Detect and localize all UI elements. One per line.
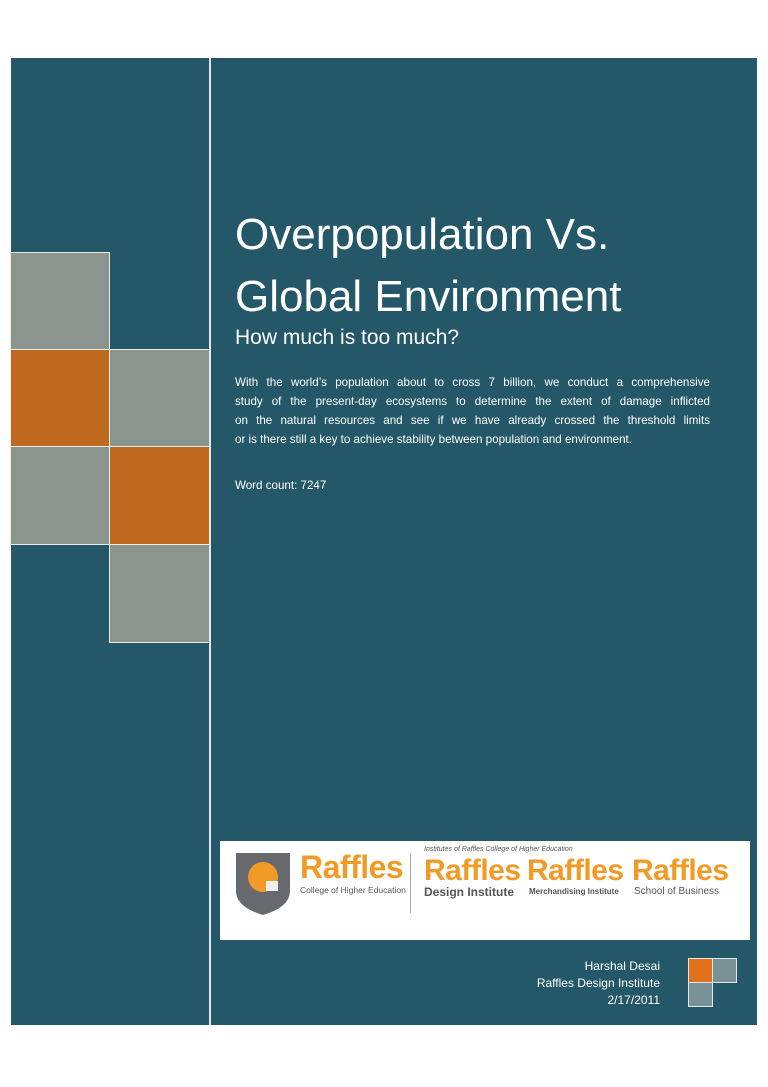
- logo-institute-sub: Merchandising Institute: [529, 887, 619, 896]
- word-count: Word count: 7247: [235, 479, 327, 492]
- raffles-logo-banner: Raffles College of Higher Education Inst…: [220, 841, 750, 940]
- document-title: Overpopulation Vs. Global Environment: [235, 204, 621, 328]
- logo-caption: Institutes of Raffles College of Higher …: [424, 846, 573, 853]
- title-line: Global Environment: [235, 272, 622, 321]
- logo-college-sub: College of Higher Education: [300, 885, 406, 895]
- decor-square: [109, 544, 210, 643]
- author-institution: Raffles Design Institute: [536, 976, 660, 990]
- decor-square: [10, 252, 110, 350]
- abstract-line: With the world’s population about to cro…: [235, 376, 710, 389]
- decor-square-small: [712, 958, 737, 983]
- logo-institute-name: Raffles: [424, 854, 521, 887]
- logo-institute-name: Raffles: [632, 854, 729, 887]
- abstract: With the world’s population about to cro…: [235, 373, 710, 449]
- decor-square: [10, 349, 110, 447]
- abstract-line: on the natural resources and see if we h…: [235, 414, 710, 427]
- decor-square: [109, 349, 210, 447]
- document-subtitle: How much is too much?: [235, 326, 460, 349]
- logo-institute-name: Raffles: [527, 854, 624, 887]
- title-line: Overpopulation Vs.: [235, 210, 610, 259]
- logo-institute-sub: Design Institute: [424, 885, 515, 899]
- decor-square: [10, 446, 110, 545]
- document-date: 2/17/2011: [607, 993, 661, 1007]
- author-name: Harshal Desai: [584, 959, 660, 973]
- decor-square-small: [688, 982, 713, 1007]
- shield-lion-icon: [236, 853, 290, 915]
- decor-square-small: [688, 958, 713, 983]
- divider-line: [209, 58, 211, 1025]
- logo-institute-sub: School of Business: [634, 886, 720, 897]
- logo-college-name: Raffles: [300, 849, 404, 885]
- logo-divider: [410, 853, 411, 913]
- abstract-line: or is there still a key to achieve stabi…: [235, 433, 632, 446]
- abstract-line: study of the present-day ecosystems to d…: [235, 395, 710, 408]
- decor-square: [109, 446, 210, 545]
- author-block: Harshal Desai Raffles Design Institute 2…: [537, 958, 660, 1009]
